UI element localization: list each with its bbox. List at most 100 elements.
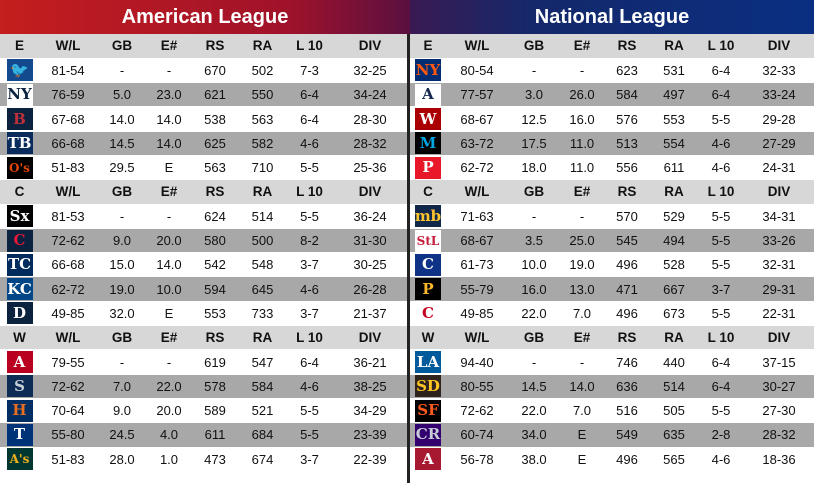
- stat-cell: -: [147, 204, 191, 229]
- column-header: RS: [604, 325, 650, 351]
- column-header: E#: [147, 34, 191, 59]
- stat-cell: 29-31: [744, 276, 814, 302]
- cardinals-logo-icon: StL: [415, 229, 441, 252]
- stat-cell: 2-8: [698, 422, 744, 448]
- stat-cell: 514: [650, 374, 698, 399]
- al-division-header-e: E W/L GB E# RS RA L 10 DIV: [0, 34, 407, 59]
- stat-cell: E: [147, 301, 191, 327]
- stat-cell: 30-27: [744, 374, 814, 399]
- stat-cell: 26.0: [560, 82, 604, 108]
- stat-cell: 49-85: [39, 301, 97, 327]
- brewers-logo-icon: mb: [415, 205, 441, 228]
- stat-cell: 471: [604, 276, 650, 302]
- stat-cell: 500: [239, 228, 286, 254]
- team-logo-cell: A: [0, 349, 39, 375]
- stat-cell: E: [560, 447, 604, 472]
- table-row: NY 80-54- -623 531 6-4 32-33: [410, 58, 814, 84]
- stat-cell: 5-5: [698, 252, 744, 278]
- stat-cell: E: [560, 422, 604, 448]
- rockies-logo-icon: CR: [415, 423, 441, 446]
- column-header: RA: [650, 179, 698, 205]
- stat-cell: 61-73: [446, 252, 508, 278]
- team-logo-cell: KC: [0, 276, 39, 302]
- stat-cell: 28-32: [744, 422, 814, 448]
- stat-cell: 22-31: [744, 301, 814, 327]
- stat-cell: 63-72: [446, 131, 508, 156]
- team-logo-cell: mb: [410, 204, 446, 229]
- stat-cell: 14.5: [508, 374, 560, 399]
- stat-cell: 66-68: [39, 252, 97, 278]
- stat-cell: 4-6: [286, 374, 333, 399]
- column-header: L 10: [698, 325, 744, 351]
- stat-cell: 56-78: [446, 447, 508, 472]
- column-header: DIV: [744, 179, 814, 205]
- stat-cell: 548: [239, 252, 286, 278]
- stat-cell: 22.0: [508, 398, 560, 424]
- table-row: SD 80-55 14.5 14.0 636 514 6-4 30-27: [410, 374, 814, 399]
- royals-logo-icon: KC: [6, 278, 33, 301]
- stat-cell: 710: [239, 155, 286, 181]
- orioles-logo-icon: O's: [6, 156, 33, 179]
- team-logo-cell: S: [0, 374, 39, 399]
- nationals-logo-icon: W: [415, 108, 441, 131]
- stat-cell: 36-21: [333, 349, 407, 375]
- table-row: S 72-62 7.0 22.0 578 584 4-6 38-25: [0, 374, 407, 399]
- braves-logo-icon: A: [415, 83, 441, 106]
- column-header: RS: [604, 34, 650, 59]
- stat-cell: 55-80: [39, 422, 97, 448]
- stat-cell: 440: [650, 349, 698, 375]
- stat-cell: 496: [604, 301, 650, 327]
- stat-cell: 32-33: [744, 58, 814, 84]
- stat-cell: 553: [191, 301, 239, 327]
- stat-cell: 584: [604, 82, 650, 108]
- stat-cell: 21-37: [333, 301, 407, 327]
- blue-jays-logo-icon: 🐦: [6, 59, 33, 82]
- division-label: W: [0, 325, 39, 351]
- stat-cell: 26-28: [333, 276, 407, 302]
- table-row: A 77-57 3.0 26.0 584 497 6-4 33-24: [410, 82, 814, 108]
- column-header: RS: [604, 179, 650, 205]
- stat-cell: 7.0: [560, 301, 604, 327]
- stat-cell: 80-55: [446, 374, 508, 399]
- stat-cell: 34-31: [744, 204, 814, 229]
- stat-cell: 81-54: [39, 58, 97, 84]
- stat-cell: 513: [604, 131, 650, 156]
- stat-cell: 531: [650, 58, 698, 84]
- stat-cell: -: [147, 349, 191, 375]
- table-row: C 61-73 10.0 19.0 496 528 5-5 32-31: [410, 252, 814, 278]
- stat-cell: 80-54: [446, 58, 508, 84]
- stat-cell: 623: [604, 58, 650, 84]
- stat-cell: 22.0: [147, 374, 191, 399]
- stat-cell: 624: [191, 204, 239, 229]
- stat-cell: 550: [239, 82, 286, 108]
- stat-cell: 8-2: [286, 228, 333, 254]
- team-logo-cell: TB: [0, 131, 39, 156]
- stat-cell: 19.0: [560, 252, 604, 278]
- stat-cell: 94-40: [446, 349, 508, 375]
- stat-cell: 6-4: [286, 349, 333, 375]
- stat-cell: -: [560, 58, 604, 84]
- stat-cell: 684: [239, 422, 286, 448]
- stat-cell: 611: [191, 422, 239, 448]
- stat-cell: 16.0: [508, 276, 560, 302]
- stat-cell: 542: [191, 252, 239, 278]
- stat-cell: 29.5: [97, 155, 147, 181]
- stat-cell: 71-63: [446, 204, 508, 229]
- stat-cell: 514: [239, 204, 286, 229]
- rangers-logo-icon: T: [6, 423, 33, 446]
- stat-cell: 674: [239, 447, 286, 472]
- stat-cell: 67-68: [39, 106, 97, 132]
- angels-logo-icon: A: [6, 351, 33, 373]
- stat-cell: 9.0: [97, 398, 147, 424]
- stat-cell: 38-25: [333, 374, 407, 399]
- stat-cell: 547: [239, 349, 286, 375]
- stat-cell: 6-4: [286, 106, 333, 132]
- stat-cell: 33-26: [744, 228, 814, 254]
- team-logo-cell: W: [410, 106, 446, 132]
- stat-cell: 5-5: [286, 422, 333, 448]
- stat-cell: 14.0: [147, 106, 191, 132]
- column-header: E#: [560, 325, 604, 351]
- stat-cell: 584: [239, 374, 286, 399]
- table-row: A 79-55- -619 547 6-4 36-21: [0, 349, 407, 375]
- marlins-logo-icon: M: [415, 132, 441, 155]
